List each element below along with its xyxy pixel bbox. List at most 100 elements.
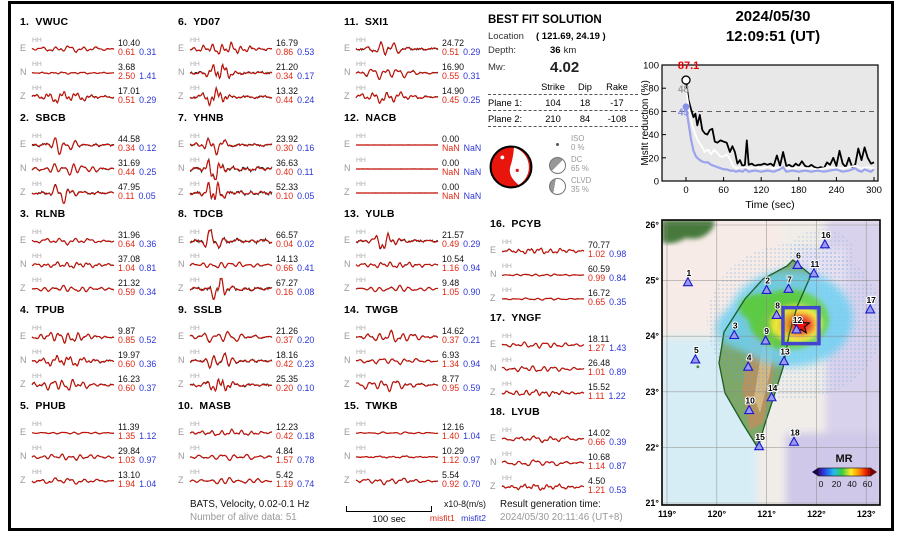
misfit2-value: 0.29 xyxy=(139,95,157,105)
svg-text:80: 80 xyxy=(648,84,659,95)
station-title: 14. TWGB xyxy=(344,304,399,316)
amplitude-units: x10-8(m/s) xyxy=(443,499,486,509)
trace-values: 0.00 NaN NaN xyxy=(439,158,497,177)
peak-amplitude-value: 5.42 xyxy=(276,469,294,480)
band-code-label: HH xyxy=(32,37,42,44)
peak-amplitude-value: 16.72 xyxy=(588,287,611,298)
station-number-label: 1 xyxy=(687,268,692,278)
trace-values: 4.50 1.21 0.53 xyxy=(585,476,643,495)
figure-border xyxy=(8,1,894,531)
station-triangle-marker xyxy=(778,355,790,366)
component-label: DC 65 % xyxy=(571,155,589,173)
component-label: CLVD 35 % xyxy=(571,176,592,194)
channel-label: N xyxy=(178,67,185,77)
synthetic-trace xyxy=(355,284,439,293)
waveform-plot: HH xyxy=(501,238,585,262)
station-title: 18. LYUB xyxy=(490,406,540,418)
station-number-label: 18 xyxy=(790,427,800,437)
band-code-label: HH xyxy=(356,37,366,44)
channel-label: Z xyxy=(490,481,496,491)
synthetic-trace xyxy=(355,455,439,459)
misfit1-value: 1.05 xyxy=(442,287,460,297)
peak-amplitude-value: 5.54 xyxy=(442,469,460,480)
misfit2-value: 1.43 xyxy=(609,343,627,353)
misfit1-value: 0.51 xyxy=(442,47,460,57)
plane-row: Plane 2: 210 84 -108 xyxy=(488,111,638,127)
peak-amplitude-value: 25.35 xyxy=(276,373,299,384)
channel-label: E xyxy=(178,331,185,341)
trace-values: 16.90 0.55 0.31 xyxy=(439,62,497,81)
waveform-trace-row: Z HH 25.35 0.20 0.10 xyxy=(178,372,330,396)
result-time: 2024/05/30 20:11:46 (UT+8) xyxy=(500,512,623,523)
column-header: Rake xyxy=(606,81,628,92)
misfit2-value: 0.25 xyxy=(139,167,157,177)
misfit2-value: 0.29 xyxy=(463,239,481,249)
band-code-label: HH xyxy=(502,357,512,364)
band-code-label: HH xyxy=(502,451,512,458)
trace-values: 18.11 1.27 1.43 xyxy=(585,334,643,353)
waveform-trace-row: N HH 10.54 1.16 0.94 xyxy=(344,252,496,276)
channel-label: Z xyxy=(20,91,26,101)
time-scalebar: 100 sec xyxy=(346,506,432,525)
station-block: 4. TPUB E HH 9.87 0.85 0.52 N HH 19.97 0.60 0.36 Z H… xyxy=(20,304,172,393)
misfit1-value: 2.50 xyxy=(118,71,136,81)
band-code-label: HH xyxy=(502,287,512,294)
station-number-label: 2 xyxy=(765,276,770,286)
synthetic-trace xyxy=(189,331,273,344)
longitude-tick-label: 120° xyxy=(707,509,726,519)
channel-label: Z xyxy=(20,283,26,293)
peak-amplitude-value: 9.87 xyxy=(118,325,136,336)
svg-text:0: 0 xyxy=(654,177,659,188)
channel-label: Z xyxy=(178,91,184,101)
misfit1-value: 1.34 xyxy=(442,359,460,369)
channel-label: E xyxy=(178,139,185,149)
plane-cell: 18 xyxy=(579,97,591,108)
misfit1-value: 1.04 xyxy=(118,263,136,273)
waveform-plot: HH xyxy=(501,380,585,404)
synthetic-trace xyxy=(501,273,585,277)
channel-label: N xyxy=(344,67,351,77)
peak-amplitude-value: 26.48 xyxy=(588,357,611,368)
channel-label: N xyxy=(344,163,351,173)
peak-amplitude-value: 29.84 xyxy=(118,445,141,456)
misfit2-value: 0.81 xyxy=(139,263,157,273)
band-code-label: HH xyxy=(502,239,512,246)
peak-amplitude-value: 21.20 xyxy=(276,61,299,72)
waveform-plot: HH xyxy=(355,60,439,84)
channel-label: N xyxy=(490,269,497,279)
waveform-plot: HH xyxy=(355,228,439,252)
misfit1-value: 0.85 xyxy=(118,335,136,345)
synthetic-trace xyxy=(189,41,272,55)
waveform-plot: HH xyxy=(355,372,439,396)
waveform-trace-row: N HH 14.13 0.66 0.41 xyxy=(178,252,330,276)
synthetic-trace xyxy=(31,162,115,176)
station-block: 15. TWKB E HH 12.16 1.40 1.04 N HH 10.29 1.12 0.97… xyxy=(344,400,496,489)
trace-values: 8.77 0.95 0.59 xyxy=(439,374,497,393)
peak-amplitude-value: 10.68 xyxy=(588,451,611,462)
station-title: 12. NACB xyxy=(344,112,397,124)
trace-values: 16.79 0.86 0.53 xyxy=(273,38,331,57)
band-code-label: HH xyxy=(356,469,366,476)
misfit2-value: 0.05 xyxy=(297,191,315,201)
channel-label: E xyxy=(20,427,27,437)
misfit2-value: 0.35 xyxy=(609,297,627,307)
station-block: 10. MASB E HH 12.23 0.42 0.18 N HH 4.84 1.57 0.78 Z… xyxy=(178,400,330,489)
channel-label: N xyxy=(178,259,185,269)
misfit2-value: 0.08 xyxy=(297,287,315,297)
peak-amplitude-value: 4.84 xyxy=(276,445,294,456)
trace-values: 12.16 1.40 1.04 xyxy=(439,422,497,441)
misfit2-value: 0.24 xyxy=(297,95,315,105)
depth-value: 36 xyxy=(550,45,561,56)
peak-amplitude-value: 47.95 xyxy=(118,181,141,192)
bandpass-label: BATS, Velocity, 0.02-0.1 Hz xyxy=(190,499,310,510)
latitude-tick-label: 23° xyxy=(646,387,659,397)
synthetic-trace xyxy=(31,331,115,345)
synthetic-trace xyxy=(31,137,115,155)
channel-label: N xyxy=(20,163,27,173)
station-triangle-marker xyxy=(766,391,777,402)
misfit2-value: 0.36 xyxy=(139,239,157,249)
waveform-trace-row: Z HH 13.32 0.44 0.24 xyxy=(178,84,330,108)
band-code-label: HH xyxy=(32,373,42,380)
waveform-trace-row: Z HH 47.95 0.11 0.05 xyxy=(20,180,172,205)
